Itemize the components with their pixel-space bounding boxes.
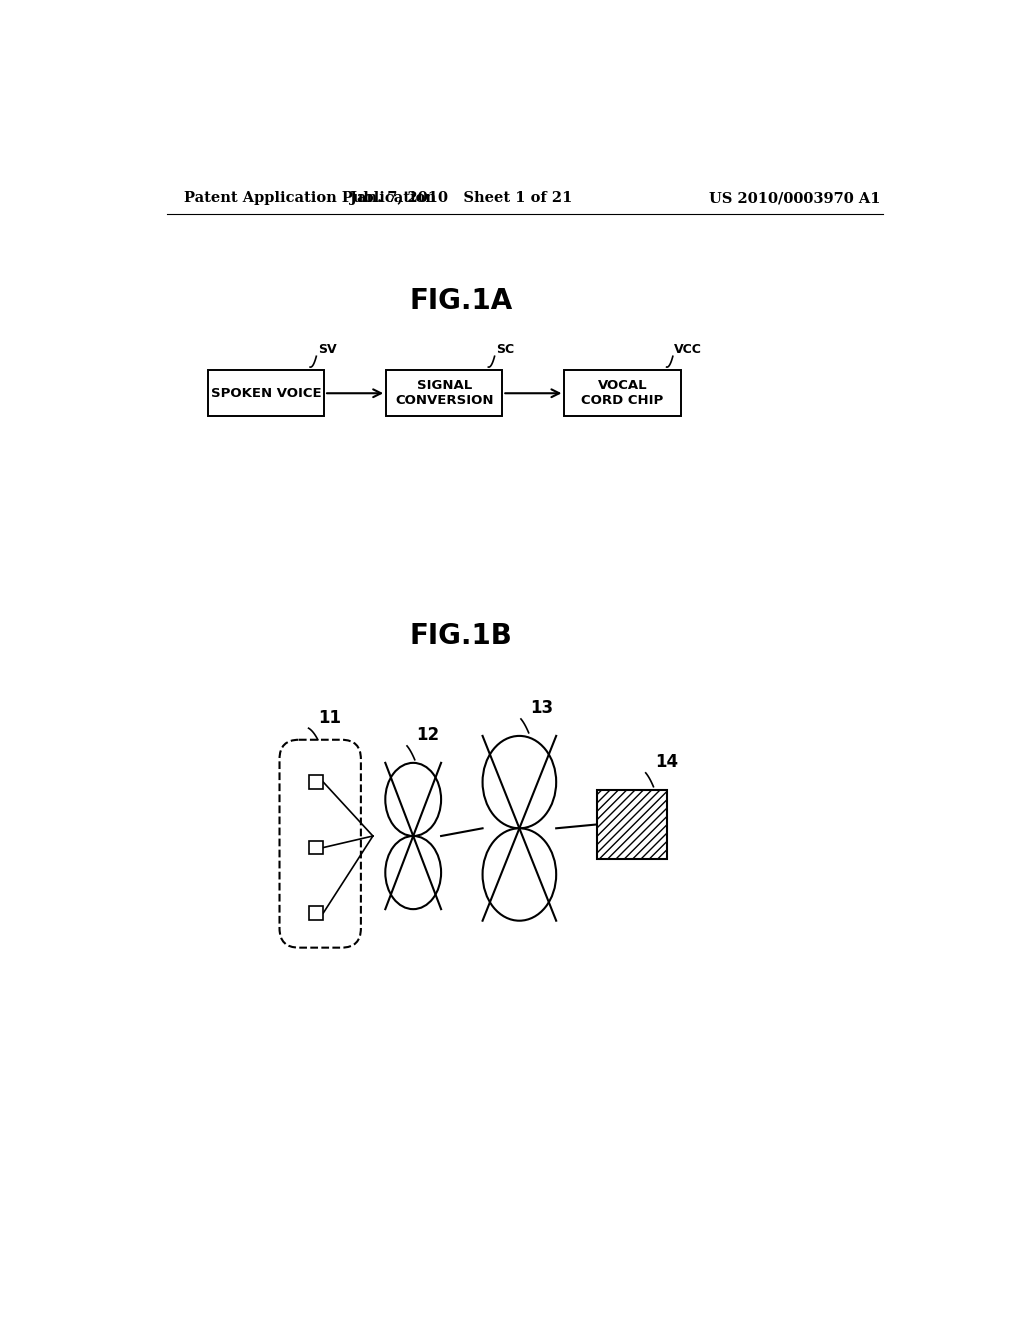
Text: SV: SV (317, 343, 337, 356)
Text: 13: 13 (530, 698, 553, 717)
Text: 14: 14 (655, 752, 678, 771)
Text: Patent Application Publication: Patent Application Publication (183, 191, 436, 206)
Ellipse shape (385, 836, 441, 909)
Bar (309, 775, 324, 789)
Ellipse shape (482, 829, 556, 921)
Text: US 2010/0003970 A1: US 2010/0003970 A1 (710, 191, 881, 206)
Text: FIG.1A: FIG.1A (410, 286, 513, 315)
Bar (309, 841, 324, 854)
Text: VCC: VCC (675, 343, 702, 356)
Bar (309, 906, 324, 920)
Bar (564, 370, 681, 416)
Text: 12: 12 (417, 726, 439, 743)
Ellipse shape (482, 737, 556, 829)
Bar (597, 789, 667, 859)
Bar (386, 370, 503, 416)
Text: SIGNAL
CONVERSION: SIGNAL CONVERSION (395, 379, 494, 408)
Text: SC: SC (496, 343, 514, 356)
Text: SPOKEN VOICE: SPOKEN VOICE (211, 387, 322, 400)
Text: FIG.1B: FIG.1B (410, 622, 513, 649)
Text: VOCAL
CORD CHIP: VOCAL CORD CHIP (582, 379, 664, 408)
Text: Jan. 7, 2010   Sheet 1 of 21: Jan. 7, 2010 Sheet 1 of 21 (350, 191, 572, 206)
FancyBboxPatch shape (280, 739, 360, 948)
Ellipse shape (385, 763, 441, 836)
Bar (208, 370, 324, 416)
Text: 11: 11 (318, 709, 342, 726)
